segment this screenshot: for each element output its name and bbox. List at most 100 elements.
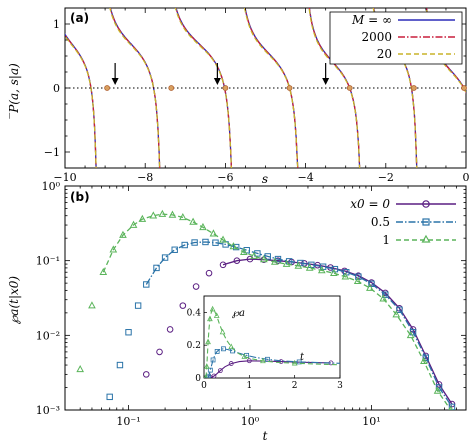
data-point [99, 267, 108, 276]
data-point [229, 242, 238, 250]
data-point [76, 365, 85, 373]
legend-b-marker-2 [421, 234, 431, 243]
inset-point [241, 353, 248, 359]
inset-x-tick-label: 0 [201, 381, 207, 391]
data-point [420, 356, 428, 365]
inset-point [296, 359, 302, 365]
zero-marker [104, 85, 111, 91]
data-point [161, 254, 169, 261]
data-point [138, 214, 147, 222]
y-tick-label: 10⁻³ [36, 404, 60, 417]
panel-b-legend: x0 = 0 0.5 1 [350, 197, 456, 247]
panel-a-branch [244, 8, 299, 168]
legend-b-marker-1 [422, 218, 430, 226]
data-point [264, 253, 271, 260]
inset-point [221, 346, 226, 352]
panel-a-ylabel: ̅P(a, s|a) [7, 63, 21, 119]
inset-y-tick-label: 0.2 [187, 341, 201, 351]
data-point [106, 393, 113, 401]
legend-a-label-2: 20 [377, 47, 392, 61]
inset-point [217, 368, 223, 374]
data-point [134, 302, 142, 309]
data-point [109, 245, 118, 253]
inset-point [228, 361, 234, 366]
inset-point [260, 357, 266, 364]
data-point [294, 261, 303, 269]
panel-b-label: (b) [70, 190, 90, 204]
inset-point [207, 367, 213, 373]
data-point [142, 371, 150, 378]
legend-a-label-1: 2000 [361, 30, 392, 44]
x-tick-label: −8 [137, 171, 153, 184]
data-point [368, 280, 375, 287]
panel-b-ticks: 10⁻¹ 10⁰ 10¹ 10⁻³ 10⁻² 10⁻¹ 10⁰ [36, 180, 467, 428]
panel-a-ticks: −10 −8 −6 −4 −2 0−101 [44, 8, 470, 184]
x-tick-label: 0 [463, 171, 470, 184]
data-point [88, 301, 96, 309]
x-tick-label: 10⁻¹ [116, 415, 140, 428]
inset-y-tick-label: 0.4 [187, 308, 202, 318]
data-point [396, 306, 403, 313]
data-point [212, 239, 219, 246]
inset-point [213, 312, 220, 318]
panel-a-markers [104, 63, 467, 91]
panel-b-ylabel: ℘a(t|x0) [7, 276, 21, 324]
inset-frame [203, 295, 341, 379]
y-tick-label: −1 [44, 146, 60, 159]
data-point [448, 405, 454, 410]
panel-a-branch [109, 8, 161, 168]
x-tick-label: 10⁰ [241, 415, 260, 428]
x-tick-label: 10¹ [362, 415, 380, 428]
data-point [353, 276, 362, 285]
zero-marker [168, 85, 175, 91]
panel-a-label: (a) [70, 11, 89, 25]
inset-point [214, 349, 220, 354]
series-line [145, 241, 453, 408]
data-point [233, 243, 240, 251]
data-point [282, 259, 291, 267]
inset-point [291, 359, 298, 366]
inset-point [342, 362, 346, 366]
data-point [171, 246, 178, 253]
y-tick-label: 10⁰ [42, 180, 61, 193]
y-tick-label: 1 [53, 18, 60, 31]
arrow-head [322, 78, 330, 85]
inset-point [207, 315, 213, 322]
inset-point [211, 373, 217, 378]
data-point [143, 281, 150, 288]
data-point [246, 255, 254, 263]
legend-b-label-2: 1 [382, 233, 390, 247]
data-point [219, 235, 227, 243]
data-point [382, 291, 389, 298]
inset-point [265, 356, 270, 362]
data-point [156, 348, 163, 356]
zero-marker [346, 85, 353, 91]
data-point [153, 264, 160, 272]
data-point [199, 222, 207, 231]
inset-point [204, 374, 208, 378]
data-point [270, 257, 279, 265]
inset-x-tick-label: 3 [337, 381, 343, 391]
inset-point [347, 362, 351, 366]
zero-marker [461, 85, 467, 91]
arrow-head [213, 78, 221, 85]
data-point [341, 272, 350, 280]
data-point [166, 326, 174, 333]
data-point [129, 220, 138, 228]
inset-plot: 0 1 2 3 0 0.2 0.4 ℘a t [187, 295, 351, 391]
inset-point [278, 359, 284, 365]
data-point [119, 230, 127, 238]
inset-x-tick-label: 1 [246, 381, 252, 391]
data-point [168, 210, 177, 218]
panel-b: 10⁻¹ 10⁰ 10¹ 10⁻³ 10⁻² 10⁻¹ 10⁰ (b) t ℘a(t|x0)… [7, 180, 467, 443]
inset-point [204, 363, 210, 369]
inset-series-line [210, 360, 331, 378]
inset-point [209, 305, 216, 312]
inset-point [228, 343, 235, 350]
arrow-head [111, 78, 119, 85]
data-point [205, 269, 213, 277]
data-point [305, 263, 314, 271]
legend-b-label-0: x0 = 0 [350, 197, 390, 211]
data-point [260, 255, 268, 263]
